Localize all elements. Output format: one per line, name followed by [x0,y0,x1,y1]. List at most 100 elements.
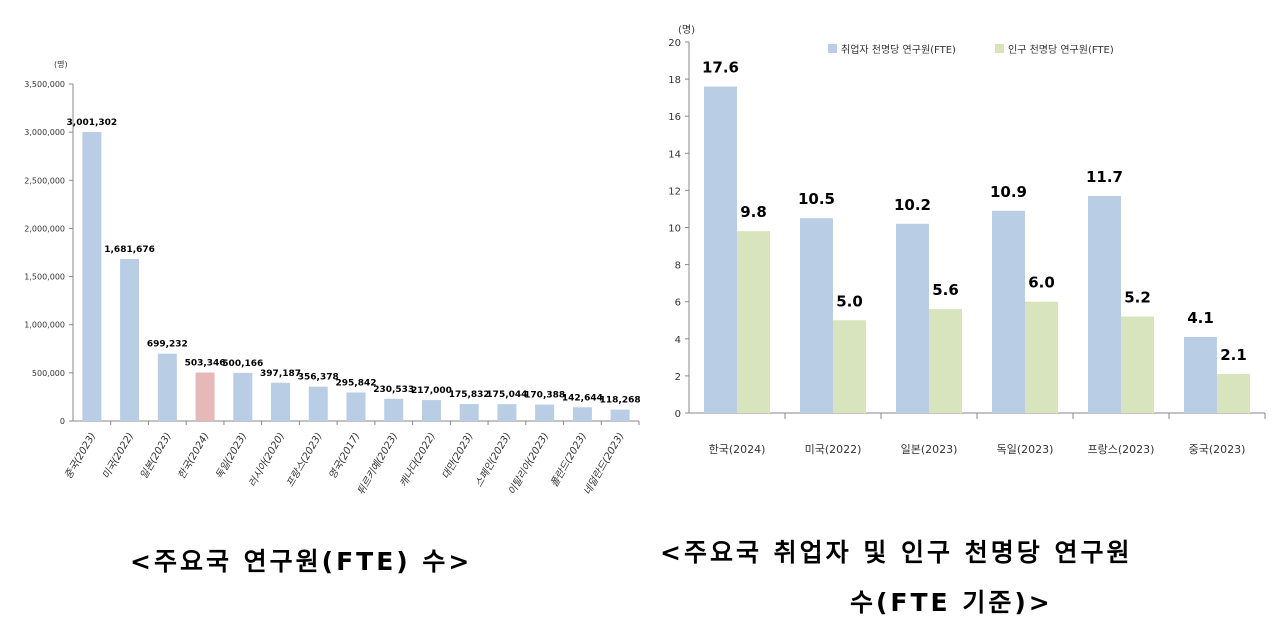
left-category-label: 영국(2017) [326,431,362,482]
legend-label: 취업자 천명당 연구원(FTE) [841,43,956,56]
left-y-tick-label: 0 [60,417,65,426]
right-unit-label: (명) [678,24,695,36]
legend-swatch [828,44,837,53]
legend-swatch [995,44,1004,53]
right-bar-value-label: 6.0 [1028,274,1055,292]
left-category-label: 미국(2022) [100,431,136,482]
right-bar [737,231,770,413]
right-bar [1184,336,1217,413]
left-y-tick-label: 1,500,000 [24,273,65,282]
left-bar-value-label: 118,268 [600,396,640,406]
left-bar [195,372,215,421]
left-y-tick-label: 500,000 [32,369,65,378]
left-category-label: 대만(2023) [440,431,476,482]
right-bar [1217,374,1250,413]
left-bar-value-label: 397,187 [260,369,301,379]
right-bar-value-label: 17.6 [702,59,739,77]
left-category-label: 이탈리아(2023) [506,431,551,498]
left-bar [346,392,366,421]
left-category-label: 러시아(2020) [246,431,287,490]
legend-label: 인구 천명당 연구원(FTE) [1008,44,1114,56]
right-bar-value-label: 11.7 [1086,168,1123,186]
right-chart-caption-line2: 수(FTE 기준)> [850,588,1053,617]
right-category-label: 일본(2023) [901,442,958,456]
right-y-tick-label: 2 [675,372,681,383]
right-y-tick-label: 6 [675,298,681,309]
left-unit-label: (명) [54,59,68,69]
left-bar-value-label: 217,000 [411,386,452,396]
right-bar-value-label: 10.5 [798,190,835,208]
right-y-tick-label: 4 [675,335,681,346]
left-bar-value-label: 356,378 [298,373,339,383]
left-chart-caption: <주요국 연구원(FTE) 수> [130,547,473,576]
right-bar-value-label: 5.6 [932,281,959,299]
per-thousand-researcher-chart: (명) 취업자 천명당 연구원(FTE) 인구 천명당 연구원(FTE) 0 2 4 6… [668,24,1266,456]
left-category-label: 일본(2023) [138,431,174,482]
left-bar [120,259,140,421]
left-bar [157,353,177,421]
left-bar-value-label: 175,044 [486,390,527,400]
right-bar [896,223,929,413]
left-bar [459,404,479,421]
right-bar-value-label: 5.0 [836,292,863,310]
left-y-tick-label: 2,000,000 [24,224,65,233]
right-y-tick-label: 16 [668,112,681,123]
left-category-label: 독일(2023) [213,431,249,482]
right-y-tick-label: 14 [668,149,681,160]
right-bar [929,309,962,413]
right-bar-value-label: 2.1 [1220,346,1247,364]
right-category-label: 독일(2023) [997,442,1054,456]
right-category-label: 중국(2023) [1189,443,1246,456]
left-bar [572,407,592,421]
left-category-label: 스페인(2023) [473,431,514,490]
left-y-tick-label: 3,000,000 [24,128,65,137]
left-bar-value-label: 1,681,676 [104,245,155,255]
left-category-label: 네덜란드(2023) [581,431,626,498]
left-bar-value-label: 500,166 [222,359,263,369]
left-bar [421,400,441,421]
left-bar-value-label: 175,832 [449,390,490,400]
right-bar [992,210,1025,413]
right-y-tick-label: 8 [675,261,681,272]
left-bar [308,386,328,421]
right-bar-value-label: 4.1 [1187,309,1214,327]
right-bar [1088,195,1121,413]
right-bar-value-label: 9.8 [740,203,767,221]
left-bar [610,409,630,421]
right-bar-value-label: 5.2 [1124,289,1151,307]
right-category-label: 미국(2022) [805,443,862,456]
right-bar [1025,301,1058,413]
left-y-tick-label: 1,000,000 [24,321,65,330]
left-bar [271,382,291,421]
left-category-label: 프랑스(2023) [284,431,325,490]
left-bar [497,404,517,421]
right-chart-caption-line1: <주요국 취업자 및 인구 천명당 연구원 [660,538,1133,567]
researcher-count-chart: (명) 0 500,000 1,000,000 1,500,000 2,000,000 2… [24,59,640,498]
left-bar-value-label: 170,388 [524,391,565,401]
left-bar [535,404,555,421]
left-category-label: 중국(2023) [63,431,98,481]
right-y-tick-label: 12 [668,186,681,197]
right-y-tick-label: 10 [668,224,681,235]
right-bar [1121,316,1154,413]
right-category-label: 한국(2024) [709,443,766,456]
left-bar-value-label: 3,001,302 [67,118,118,128]
right-y-tick-label: 18 [668,75,681,86]
left-y-tick-label: 2,500,000 [24,176,65,185]
left-y-tick-label: 3,500,000 [24,80,65,89]
left-bar-value-label: 230,533 [373,385,414,395]
left-bar-value-label: 142,644 [562,393,603,403]
left-category-label: 캐나다(2022) [397,431,438,490]
left-bar-value-label: 699,232 [147,340,188,350]
left-category-label: 한국(2024) [175,431,211,482]
right-bar-value-label: 10.2 [894,196,931,214]
right-y-tick-label: 20 [668,38,681,49]
right-category-label: 프랑스(2023) [1088,443,1155,456]
left-bar-value-label: 295,842 [336,379,377,389]
left-bar [384,398,404,421]
right-bar [704,86,737,414]
left-category-label: 폴란드(2023) [548,431,589,490]
right-bar [833,320,866,413]
left-bar-value-label: 503,346 [185,359,226,369]
right-bar-value-label: 10.9 [990,183,1027,201]
